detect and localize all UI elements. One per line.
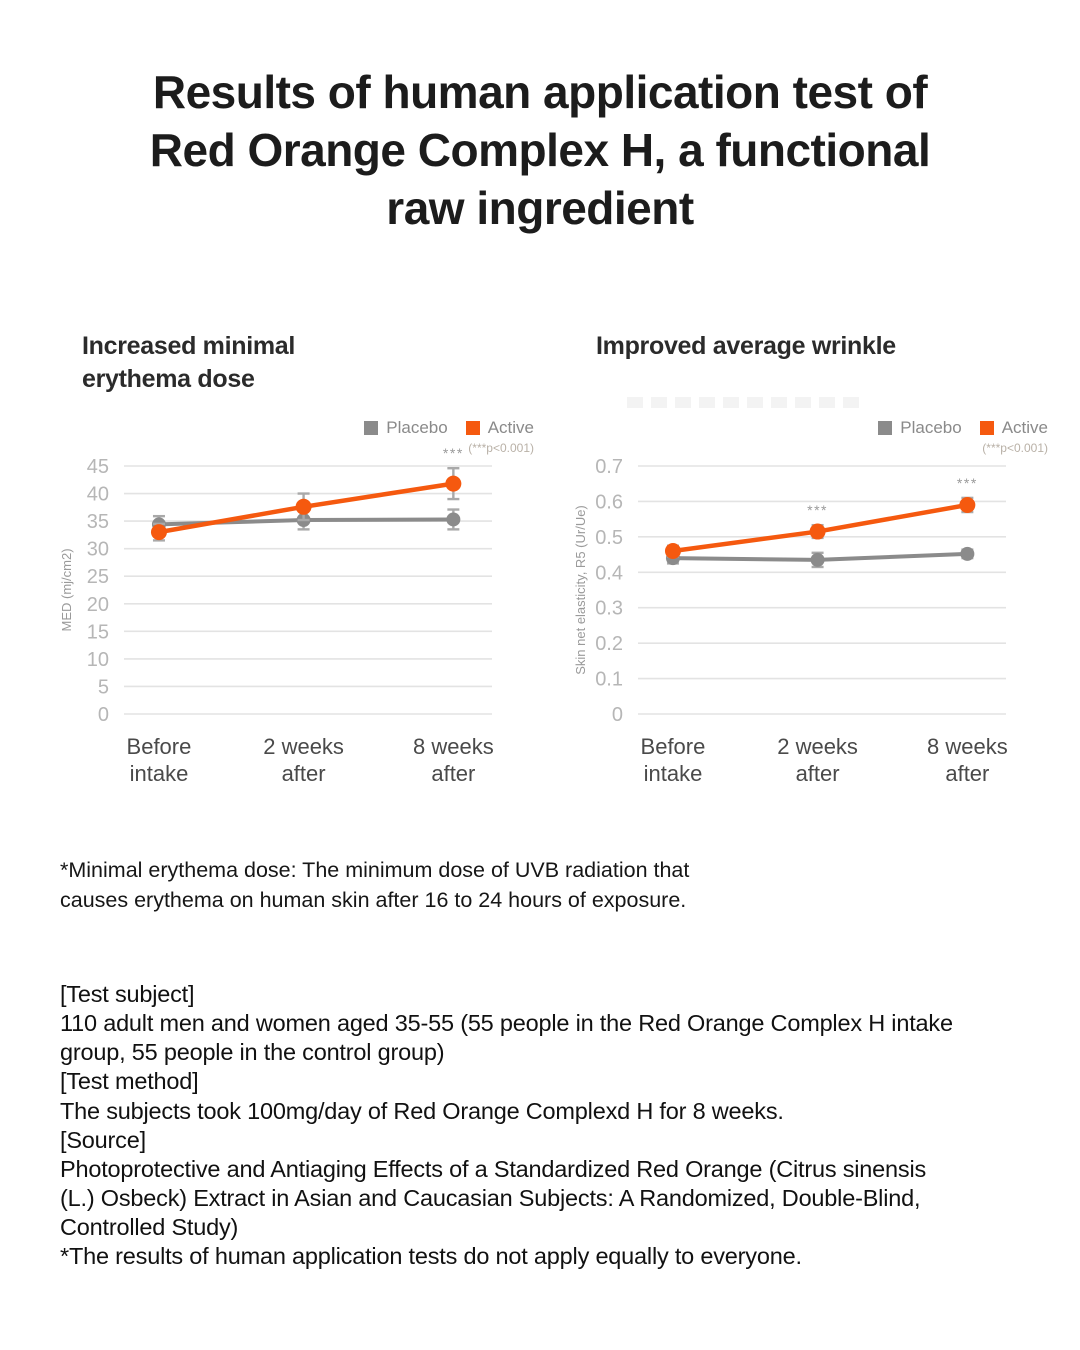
svg-text:25: 25 [87,566,109,588]
svg-text:0.3: 0.3 [595,598,623,620]
active-swatch-icon [465,421,480,435]
svg-text:20: 20 [87,594,109,616]
active-swatch-icon [979,421,994,435]
legend-significance-note: (***p<0.001) [468,441,534,455]
legend-significance-note: (***p<0.001) [982,441,1048,455]
svg-text:***: *** [807,502,828,518]
erythema-definition-footnote: *Minimal erythema dose: The minimum dose… [60,858,690,912]
svg-text:35: 35 [87,511,109,533]
chart-erythema-dose: Increased minimal erythema dose Placebo … [58,330,540,808]
faded-text-artifact [627,397,865,408]
page-title: Results of human application test of Red… [149,66,931,234]
svg-text:0.7: 0.7 [595,456,623,478]
chart-erythema-legend: Placebo Active (***p<0.001) [364,418,534,455]
wrinkle-chart-plot: 0 0.1 0.2 0.3 0.4 0.5 0.6 0.7 Skin net elasticit… [573,456,1008,786]
svg-text:***: *** [957,475,978,491]
svg-text:MED (mj/cm2): MED (mj/cm2) [59,548,74,631]
svg-text:10: 10 [87,649,109,671]
svg-text:15: 15 [87,621,109,643]
svg-text:0.4: 0.4 [595,562,623,584]
svg-text:30: 30 [87,539,109,561]
test-details-text: [Test subject] 110 adult men and women a… [60,981,953,1270]
legend-placebo-label: Placebo [900,418,962,437]
svg-text:0.1: 0.1 [595,669,623,691]
svg-text:***: *** [443,445,464,461]
chart-wrinkle-legend: Placebo Active (***p<0.001) [878,418,1048,455]
svg-text:Skin net elasticity, R5 (Ur/Ue: Skin net elasticity, R5 (Ur/Ue) [573,505,588,675]
legend-active-label: Active [487,418,534,437]
chart-wrinkle: Improved average wrinkle Placebo Active … [572,330,1054,808]
svg-text:0.6: 0.6 [595,491,623,513]
svg-text:45: 45 [87,456,109,478]
svg-text:0: 0 [98,704,109,726]
svg-text:40: 40 [87,484,109,506]
chart-wrinkle-title: Improved average wrinkle [596,332,896,360]
chart-erythema-title: Increased minimal erythema dose [82,332,296,393]
svg-text:0.2: 0.2 [595,633,623,655]
svg-text:5: 5 [98,676,109,698]
placebo-swatch-icon [364,421,379,435]
legend-placebo-label: Placebo [386,418,448,437]
svg-text:0: 0 [612,704,623,726]
svg-text:0.5: 0.5 [595,527,623,549]
legend-active-label: Active [1001,418,1048,437]
erythema-chart-plot: 0 5 10 15 20 25 30 35 40 45 MED (mj/cm2) Before inta… [59,445,494,786]
placebo-swatch-icon [878,421,893,435]
